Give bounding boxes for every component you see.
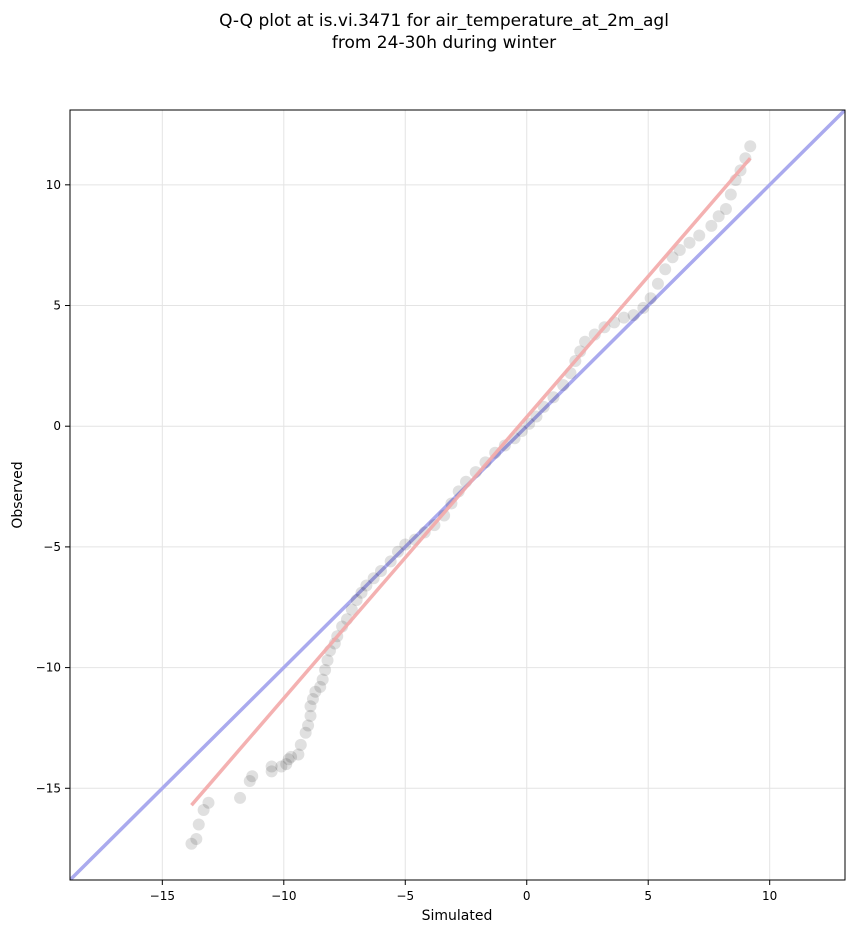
data-point: [498, 439, 511, 452]
x-tick-label: −5: [396, 889, 414, 903]
data-point: [294, 738, 307, 751]
y-tick-label: 10: [46, 178, 61, 192]
data-point: [192, 818, 205, 831]
y-axis-label: Observed: [10, 461, 26, 528]
x-axis-label: Simulated: [422, 908, 493, 924]
data-point: [299, 726, 312, 739]
data-point: [285, 750, 298, 763]
data-point: [265, 760, 278, 773]
data-point: [523, 417, 536, 430]
data-point: [712, 210, 725, 223]
data-point: [374, 565, 387, 578]
x-tick-label: 5: [644, 889, 652, 903]
data-point: [637, 301, 650, 314]
data-point: [355, 586, 368, 599]
data-point: [557, 379, 570, 392]
data-point: [724, 188, 737, 201]
data-point: [282, 753, 295, 766]
data-point: [275, 760, 288, 773]
data-point: [185, 837, 198, 850]
chart-title-line-1: Q-Q plot at is.vi.3471 for air_temperatu…: [219, 11, 669, 31]
data-point: [673, 244, 686, 256]
data-point: [574, 345, 587, 358]
y-tick-label: 5: [53, 299, 61, 313]
data-point: [316, 673, 329, 686]
data-point: [314, 680, 327, 693]
x-axis-ticks: −15 −10 −5 0 5 10: [150, 880, 777, 903]
data-point: [391, 545, 404, 558]
data-point: [304, 709, 317, 722]
data-point: [399, 538, 412, 551]
data-point: [367, 572, 380, 585]
data-point: [304, 700, 317, 713]
data-point: [292, 748, 305, 761]
chart-title-line-2: from 24-30h during winter: [332, 33, 556, 53]
data-point: [321, 654, 334, 667]
grid-lines: [70, 110, 845, 880]
data-point: [537, 400, 550, 413]
data-point: [705, 219, 718, 232]
data-point: [306, 692, 319, 705]
data-point: [744, 140, 757, 153]
data-point: [627, 309, 640, 322]
data-point: [202, 796, 215, 809]
fit-line: [190, 157, 752, 807]
data-point: [547, 391, 560, 404]
x-tick-label: 10: [762, 889, 777, 903]
data-point: [302, 719, 315, 732]
x-tick-label: −15: [150, 889, 175, 903]
y-tick-label: −15: [36, 781, 61, 795]
y-tick-label: −5: [43, 540, 61, 554]
data-point: [644, 292, 657, 305]
data-point: [265, 765, 278, 778]
data-point: [319, 664, 332, 676]
data-point: [234, 791, 247, 804]
data-point: [190, 832, 203, 845]
data-point: [384, 555, 397, 568]
y-tick-label: 0: [53, 419, 61, 433]
data-point: [197, 804, 210, 816]
data-point: [350, 594, 363, 606]
x-tick-label: −10: [271, 889, 296, 903]
data-point: [683, 236, 696, 249]
data-point: [345, 603, 358, 616]
plot-frame: [69, 109, 846, 881]
y-tick-label: −10: [36, 661, 61, 675]
data-point: [693, 229, 706, 242]
data-point: [280, 758, 293, 771]
data-point: [719, 202, 732, 215]
data-point: [309, 685, 322, 698]
data-point: [617, 311, 630, 324]
data-point: [246, 770, 259, 783]
y-axis-ticks: −15 −10 −5 0 5 10: [36, 178, 70, 795]
data-point: [243, 775, 256, 788]
plot-area: [70, 110, 845, 880]
data-point: [360, 579, 373, 592]
data-point: [651, 277, 664, 290]
data-point: [530, 410, 543, 423]
data-point: [659, 263, 672, 276]
x-tick-label: 0: [523, 889, 531, 903]
